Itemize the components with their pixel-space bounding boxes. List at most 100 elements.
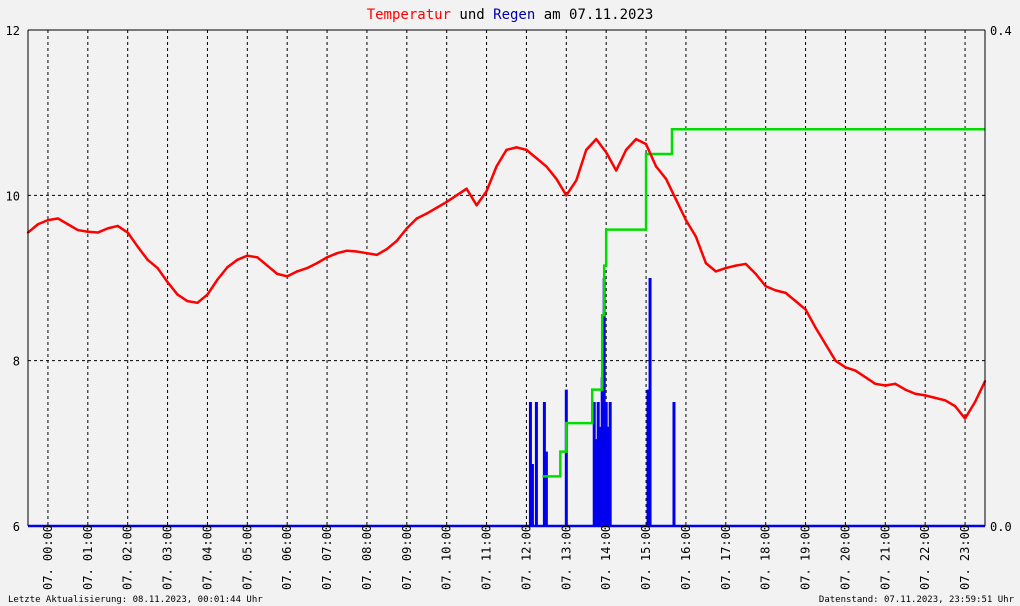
x-tick-label: 07. 15:00 [639, 525, 653, 590]
temperature-point [914, 392, 917, 395]
temperature-point [585, 148, 588, 152]
rain-bar [602, 278, 606, 526]
temperature-point [694, 235, 698, 238]
temperature-point [943, 399, 947, 402]
temperature-point [455, 194, 458, 197]
temperature-point [246, 254, 249, 257]
x-tick-label: 07. 16:00 [679, 525, 693, 590]
last-update-text: Letzte Aktualisierung: 08.11.2023, 00:01… [8, 595, 263, 605]
temperature-point [375, 253, 379, 257]
temperature-point [46, 218, 50, 222]
temperature-point [664, 177, 668, 180]
rain-bar [648, 278, 652, 526]
x-tick-label: 07. 03:00 [161, 525, 175, 590]
rain-bar [598, 426, 602, 526]
temperature-point [704, 261, 708, 265]
temperature-point [734, 264, 737, 267]
temperature-point [226, 266, 229, 269]
temperature-point [933, 396, 937, 400]
temperature-point [256, 256, 259, 259]
temperature-point [325, 256, 329, 259]
temperature-point [804, 308, 807, 311]
x-tick-label: 07. 17:00 [719, 525, 733, 590]
rain-bar [606, 426, 610, 526]
temperature-point [166, 280, 169, 284]
rain-bar [596, 402, 600, 526]
temperature-point [196, 301, 199, 304]
temperature-point [953, 404, 957, 408]
temperature-point [724, 266, 728, 270]
temperature-point [654, 165, 658, 168]
title-date: am 07.11.2023 [535, 7, 653, 23]
temperature-point [56, 217, 60, 220]
data-status-text: Datenstand: 07.11.2023, 23:59:51 Uhr [819, 595, 1015, 605]
temperature-point [624, 148, 628, 152]
x-tick-label: 07. 23:00 [958, 525, 972, 590]
temperature-point [525, 148, 528, 152]
temperature-point [36, 223, 40, 226]
grid-lines [28, 30, 985, 526]
x-tick-label: 07. 18:00 [759, 525, 773, 590]
temperature-point [674, 198, 678, 201]
temperature-point [864, 376, 867, 379]
temperature-point [206, 293, 209, 296]
x-tick-label: 07. 14:00 [599, 525, 613, 590]
temperature-point [395, 239, 399, 242]
temperature-point [754, 272, 757, 276]
rain-bar [672, 402, 676, 526]
y-left-tick-label: 8 [13, 355, 20, 369]
rain-bar [544, 451, 548, 526]
temperature-point [614, 169, 618, 172]
temperature-point [236, 258, 239, 262]
rain-bar [594, 439, 598, 526]
temperature-point [176, 293, 179, 296]
x-tick-label: 07. 20:00 [838, 525, 852, 590]
x-tick-label: 07. 19:00 [799, 525, 813, 590]
y-left-tick-label: 10 [6, 189, 20, 203]
temperature-point [575, 179, 578, 182]
x-tick-label: 07. 21:00 [878, 525, 892, 590]
temperature-point [305, 266, 309, 270]
temperature-point [963, 417, 967, 420]
temperature-point [106, 227, 109, 230]
temperature-point [425, 212, 428, 215]
title-rain: Regen [493, 7, 535, 23]
temperature-point [714, 270, 718, 273]
temperature-point [465, 187, 468, 190]
temperature-point [435, 206, 438, 209]
temperature-point [505, 148, 508, 152]
x-tick-label: 07. 00:00 [41, 525, 55, 590]
temperature-point [884, 384, 887, 387]
temperature-point [565, 194, 568, 197]
temperature-point [405, 227, 409, 230]
temperature-point [515, 146, 518, 149]
temperature-point [415, 217, 418, 220]
temperature-point [86, 230, 90, 233]
x-tick-label: 07. 07:00 [320, 525, 334, 590]
y-left-tick-label: 12 [6, 24, 20, 38]
x-tick-label: 07. 06:00 [280, 525, 294, 590]
temperature-point [485, 190, 488, 193]
x-tick-label: 07. 11:00 [480, 525, 494, 590]
temperature-point [923, 394, 927, 397]
temperature-point [834, 359, 837, 362]
temperature-point [385, 247, 389, 251]
temperature-point [894, 382, 897, 386]
temperature-point [794, 299, 797, 303]
temperature-point [266, 264, 269, 267]
temperature-point [285, 275, 289, 278]
temperature-point [295, 270, 299, 273]
x-tick-label: 07. 08:00 [360, 525, 374, 590]
temperature-point [156, 266, 159, 270]
temperature-point [345, 249, 349, 252]
temperature-point [774, 289, 777, 292]
temperature-point [874, 382, 877, 386]
y-right-tick-label: 0.4 [990, 24, 1012, 38]
rain-bar [528, 402, 532, 526]
temperature-point [644, 142, 648, 146]
temperature-point [844, 366, 847, 369]
temperature-point [854, 369, 857, 372]
temperature-point [684, 218, 688, 222]
